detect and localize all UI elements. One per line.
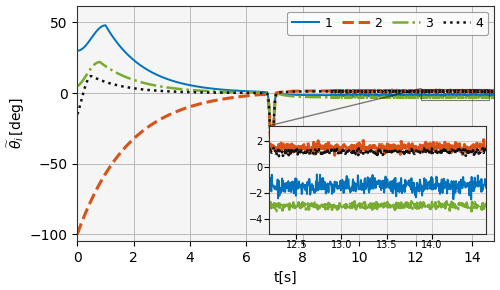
4: [269, 159, 275, 162]
3: [492, 95, 498, 99]
Line: 1: 1: [78, 25, 494, 161]
2: [146, 124, 152, 128]
3: [438, 96, 444, 99]
2: [484, 89, 490, 93]
4: [74, 113, 80, 116]
1: [269, 159, 275, 162]
2: [122, 146, 128, 149]
2: [438, 89, 444, 93]
X-axis label: t[s]: t[s]: [274, 271, 297, 284]
4: [438, 90, 444, 93]
3: [97, 60, 103, 64]
3: [122, 75, 128, 79]
2: [252, 93, 258, 97]
3: [269, 159, 275, 162]
Legend: 1, 2, 3, 4: 1, 2, 3, 4: [286, 12, 488, 35]
1: [74, 49, 80, 52]
3: [252, 91, 258, 94]
1: [234, 89, 240, 93]
2: [492, 89, 498, 93]
2: [234, 95, 240, 99]
4: [252, 91, 258, 95]
1: [252, 90, 258, 93]
3: [74, 84, 80, 88]
4: [492, 90, 498, 93]
Line: 2: 2: [78, 90, 494, 234]
1: [147, 69, 153, 73]
Y-axis label: $\widetilde{\theta}_i\,[\mathrm{deg}]$: $\widetilde{\theta}_i\,[\mathrm{deg}]$: [6, 97, 27, 149]
1: [102, 23, 108, 27]
4: [234, 91, 240, 95]
2: [74, 232, 80, 236]
4: [147, 88, 153, 92]
4: [484, 90, 490, 93]
1: [122, 50, 128, 54]
2: [389, 88, 395, 92]
3: [147, 83, 153, 86]
Line: 3: 3: [78, 62, 494, 160]
1: [438, 93, 444, 96]
3: [484, 95, 490, 99]
Bar: [421, 88, 489, 100]
1: [492, 94, 498, 97]
1: [484, 93, 490, 97]
Line: 4: 4: [78, 76, 494, 161]
4: [122, 85, 128, 89]
3: [234, 90, 240, 94]
4: [88, 74, 94, 78]
